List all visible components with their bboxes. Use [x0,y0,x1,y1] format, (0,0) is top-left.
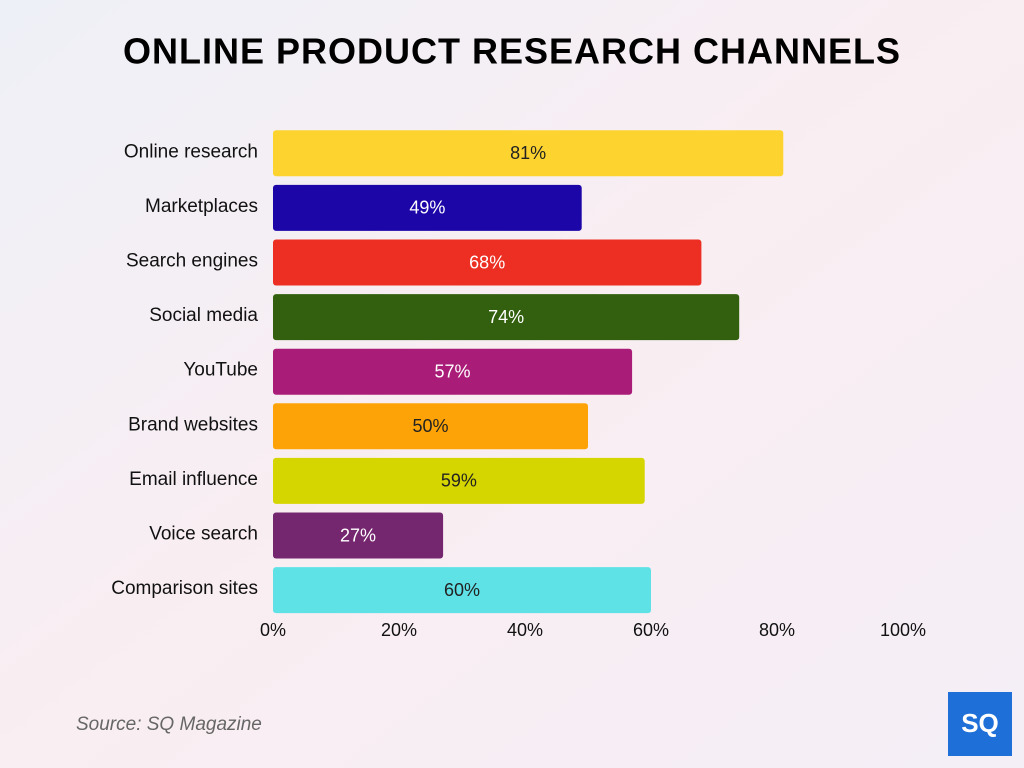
bar [273,130,784,177]
value-label: 50% [412,416,448,436]
bar [273,403,588,450]
value-label: 59% [441,471,477,491]
bar [273,512,444,559]
value-label: 81% [510,143,546,163]
x-tick-label: 100% [880,620,926,640]
x-tick-label: 60% [633,620,669,640]
chart-title: ONLINE PRODUCT RESEARCH CHANNELS [123,31,901,72]
bar [273,294,740,341]
logo: SQ [961,708,999,738]
y-tick-label: Online research [124,141,258,162]
bar [273,567,651,614]
x-tick-label: 0% [260,620,286,640]
y-tick-label: YouTube [183,360,258,381]
logo-box [948,692,1012,756]
value-label: 60% [444,580,480,600]
y-tick-label: Marketplaces [145,196,258,217]
value-label: 74% [488,307,524,327]
y-tick-label: Comparison sites [111,578,258,599]
y-tick-label: Social media [149,305,258,326]
bar [273,457,645,504]
x-tick-label: 80% [759,620,795,640]
x-tick-label: 40% [507,620,543,640]
value-label: 49% [409,198,445,218]
y-tick-label: Search engines [126,251,258,272]
y-tick-label: Email influence [129,469,258,490]
source: Source: SQ Magazine [76,714,262,735]
value-label: 57% [435,361,471,381]
value-label: 68% [469,252,505,272]
bar [273,184,582,231]
value-label: 27% [340,525,376,545]
x-tick-label: 20% [381,620,417,640]
bar [273,239,702,286]
y-tick-label: Voice search [149,524,258,545]
bar [273,348,633,395]
y-tick-label: Brand websites [128,414,258,435]
